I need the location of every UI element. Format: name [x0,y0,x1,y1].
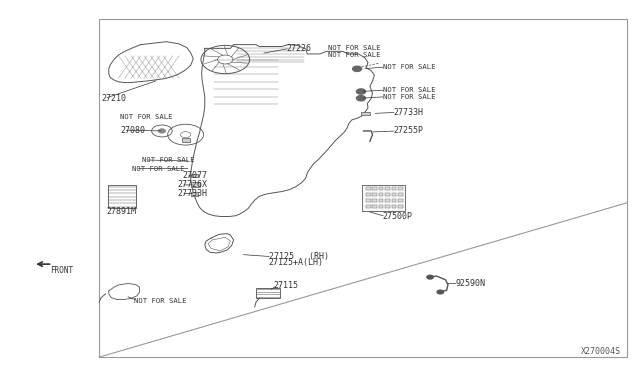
Bar [372,193,377,196]
Bar [385,199,390,202]
Text: 27115: 27115 [274,281,299,290]
Text: NOT FOR SALE: NOT FOR SALE [132,166,185,171]
Bar [385,187,390,190]
Bar [392,193,396,196]
Text: 27733H: 27733H [178,189,208,198]
Bar [256,288,280,298]
Bar [99,19,627,357]
Bar [392,205,396,208]
Circle shape [437,290,444,294]
Bar [379,187,383,190]
Bar [372,199,377,202]
Bar [361,112,370,115]
Circle shape [353,66,362,71]
Text: 27500P: 27500P [383,212,413,221]
Text: NOT FOR SALE: NOT FOR SALE [383,94,435,100]
Bar [392,187,396,190]
Bar [372,205,377,208]
Text: 27125+A(LH): 27125+A(LH) [269,258,324,267]
Bar [191,174,198,177]
Bar [191,192,198,196]
Bar [398,193,403,196]
Text: FRONT: FRONT [51,266,74,275]
Circle shape [158,129,166,133]
Bar [379,205,383,208]
Bar [385,193,390,196]
Bar [379,193,383,196]
Circle shape [356,96,365,101]
Text: NOT FOR SALE: NOT FOR SALE [134,298,187,304]
Text: 27726X: 27726X [178,180,208,189]
Bar [366,199,371,202]
Bar [372,187,377,190]
Bar [379,199,383,202]
Text: 27226: 27226 [287,44,312,53]
Bar [392,199,396,202]
Text: NOT FOR SALE: NOT FOR SALE [328,45,381,51]
Text: 92590N: 92590N [456,279,486,288]
Bar [108,185,136,208]
Bar [362,185,405,211]
Text: 27125   (RH): 27125 (RH) [269,252,329,261]
Circle shape [427,275,433,279]
Text: 27080: 27080 [120,126,145,135]
Text: 27077: 27077 [182,171,207,180]
Text: NOT FOR SALE: NOT FOR SALE [383,64,435,70]
Text: NOT FOR SALE: NOT FOR SALE [142,157,195,163]
Bar [385,205,390,208]
Text: NOT FOR SALE: NOT FOR SALE [383,87,435,93]
Bar [398,205,403,208]
Bar [366,193,371,196]
Bar [191,182,200,187]
Bar [398,187,403,190]
Text: X270004S: X270004S [581,347,621,356]
Bar [366,205,371,208]
Text: 27255P: 27255P [394,126,424,135]
Text: 27733H: 27733H [394,108,424,117]
Bar [182,138,190,142]
Text: NOT FOR SALE: NOT FOR SALE [328,52,381,58]
Text: 27891M: 27891M [106,207,136,216]
Text: 27210: 27210 [101,94,126,103]
Bar [366,187,371,190]
Bar [398,199,403,202]
Text: NOT FOR SALE: NOT FOR SALE [120,114,173,120]
Circle shape [356,89,365,94]
